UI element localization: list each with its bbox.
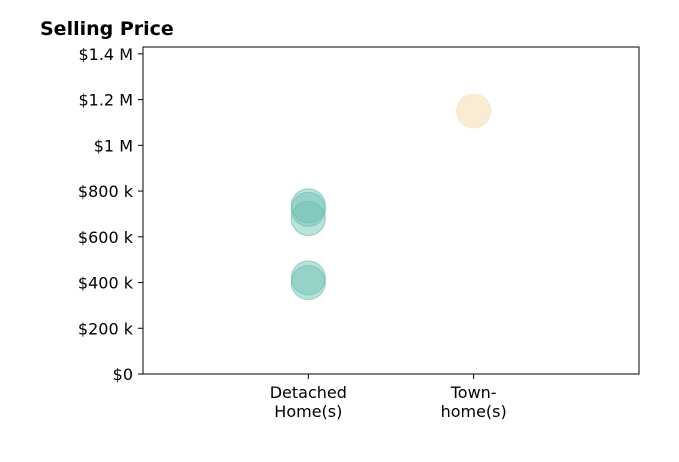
data-point — [290, 265, 326, 301]
x-tick-label: Town- — [450, 383, 497, 402]
data-points — [290, 93, 492, 301]
data-point — [456, 93, 492, 129]
y-tick-label: $1.2 M — [78, 91, 133, 110]
y-tick-label: $1.4 M — [78, 45, 133, 64]
y-axis: $0 $200 k $400 k $600 k $800 k $1 M $1.2 M $1.4… — [78, 45, 143, 384]
data-point — [290, 191, 326, 227]
x-tick-label: home(s) — [441, 402, 507, 421]
x-tick-label: Detached — [270, 383, 347, 402]
y-tick-label: $0 — [113, 365, 133, 384]
y-tick-label: $400 k — [78, 274, 134, 293]
chart-title: Selling Price — [40, 18, 174, 40]
y-tick-label: $600 k — [78, 228, 134, 247]
y-tick-label: $1 M — [94, 136, 133, 155]
plot-frame — [142, 46, 640, 375]
y-tick-label: $800 k — [78, 182, 134, 201]
y-tick-label: $200 k — [78, 319, 134, 338]
x-tick-label: Home(s) — [274, 402, 342, 421]
data-point — [290, 260, 326, 296]
data-point — [290, 201, 326, 237]
